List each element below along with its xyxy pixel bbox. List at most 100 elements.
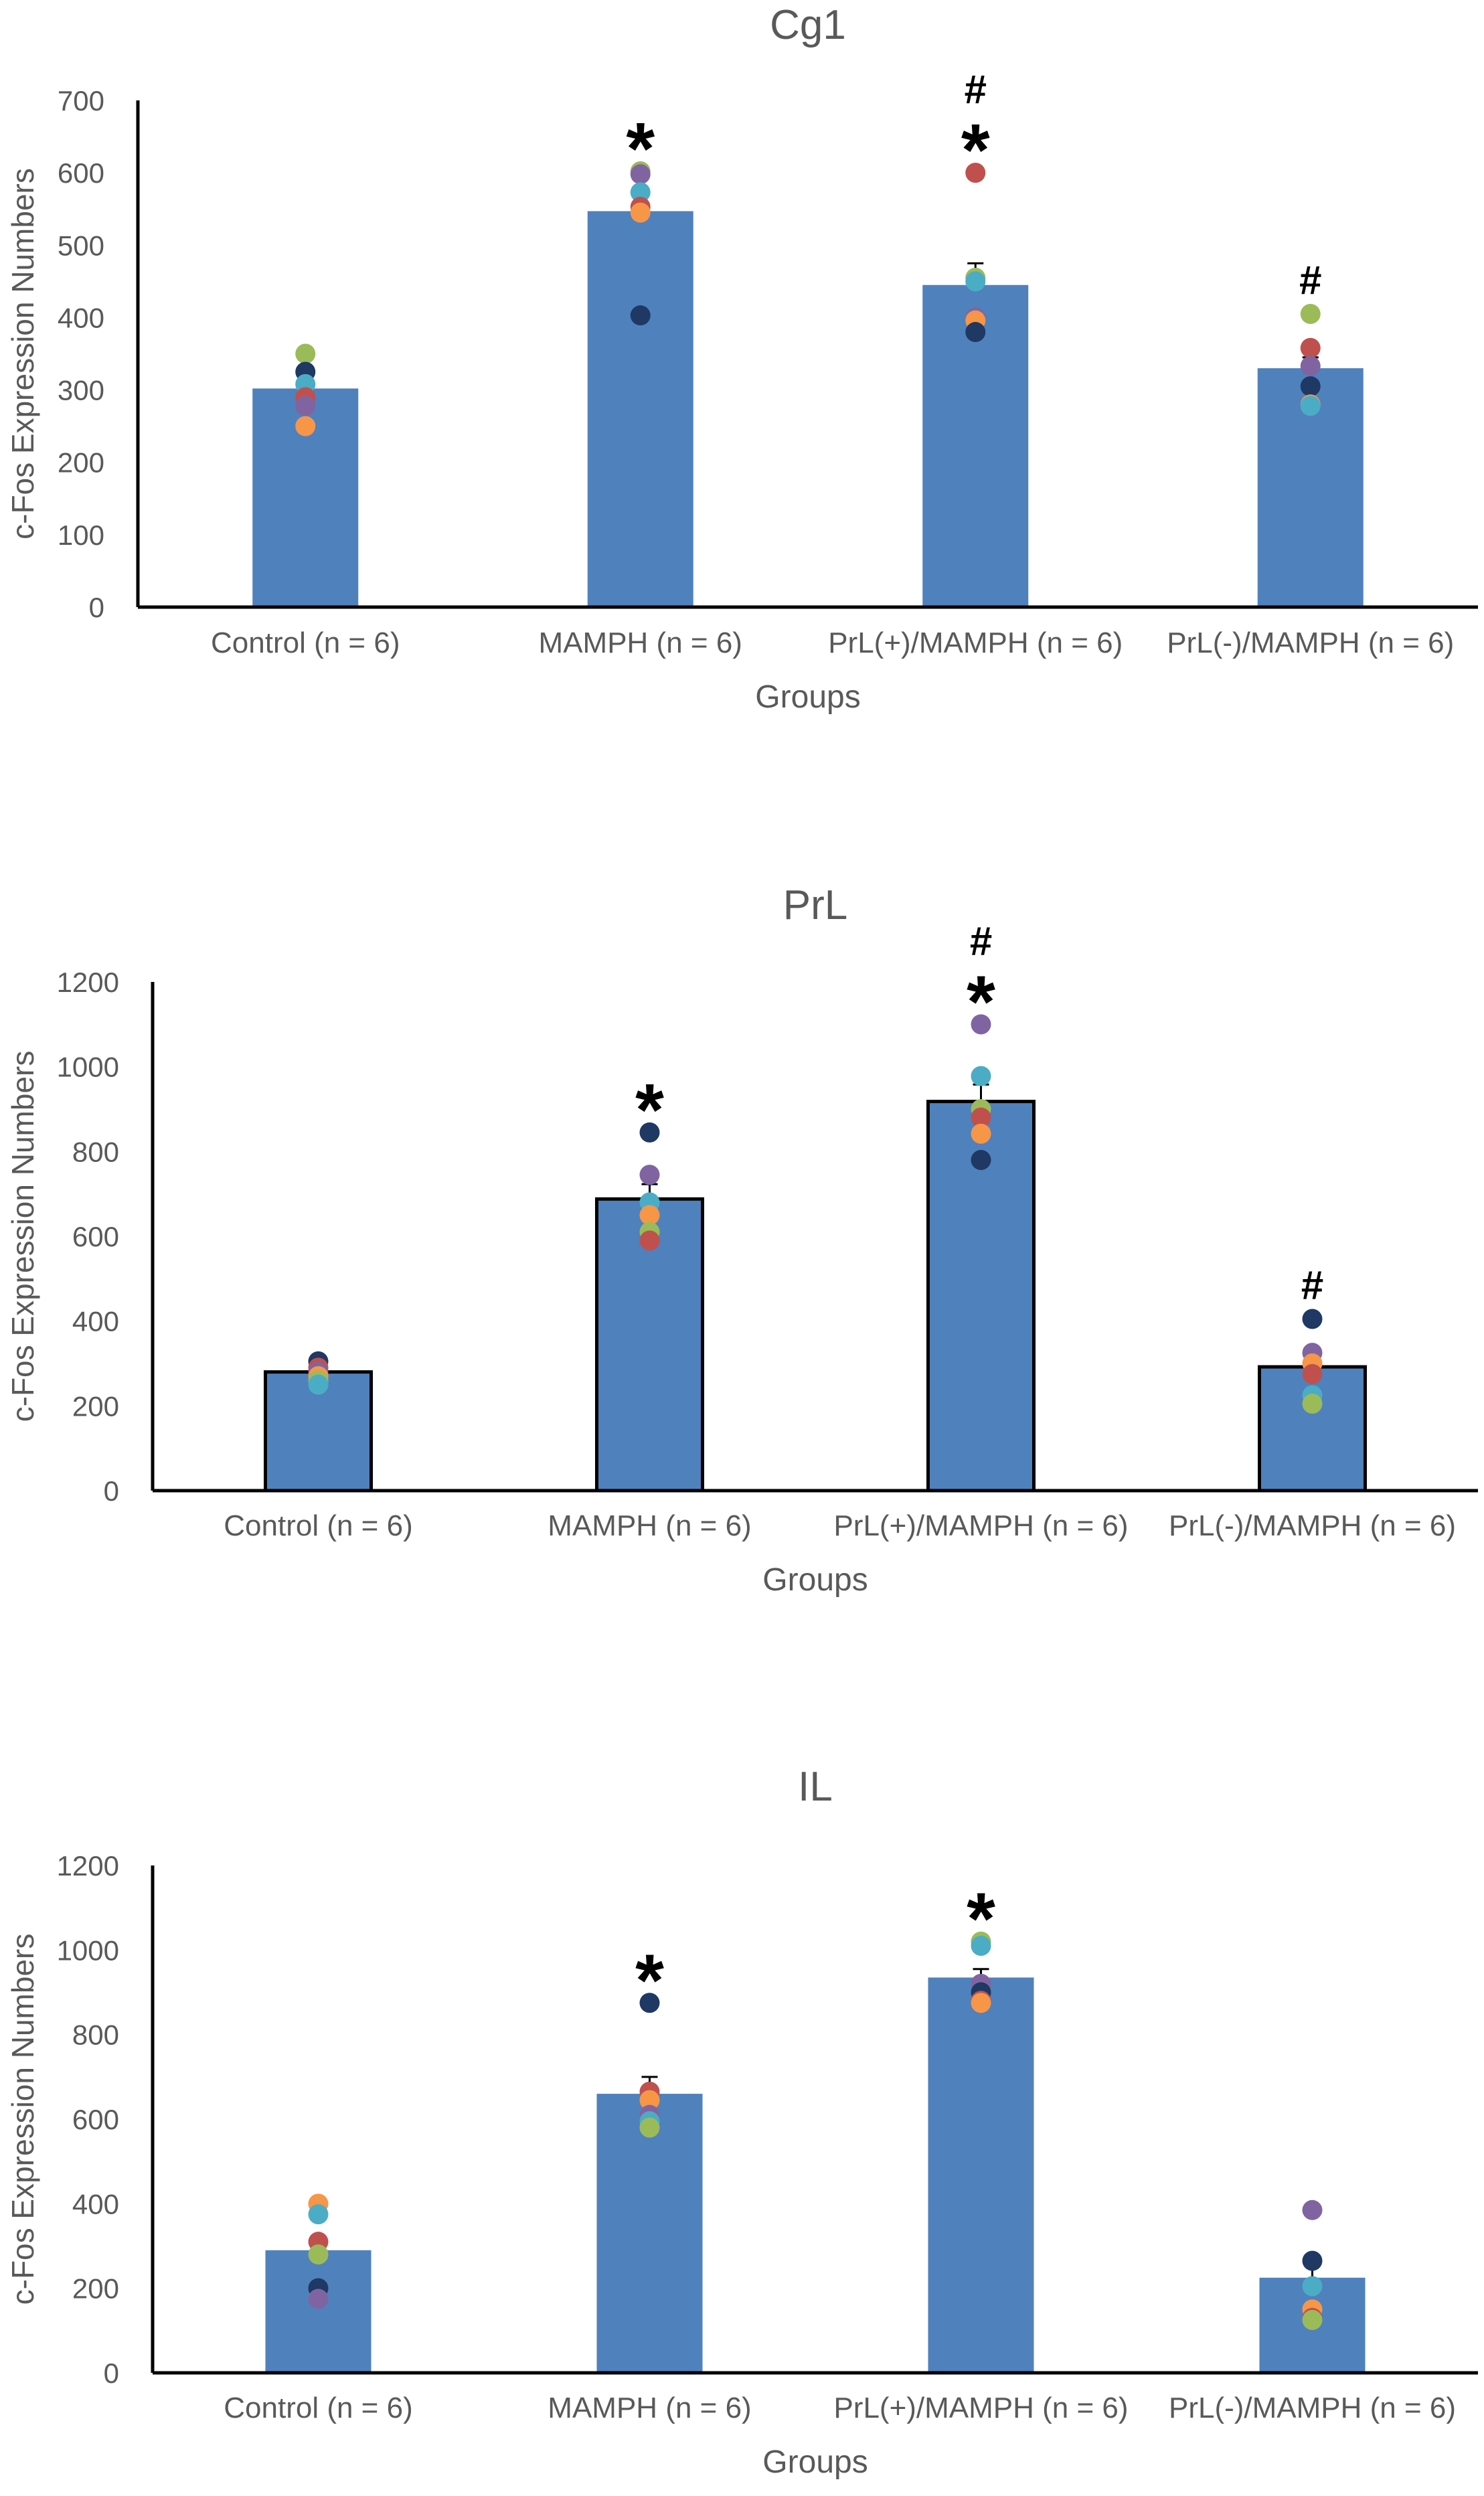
data-point [639, 2117, 660, 2138]
data-point [1302, 1394, 1323, 1414]
bar [596, 2094, 703, 2373]
bar [587, 211, 693, 607]
y-tick-label: 500 [58, 230, 104, 261]
y-tick-label: 200 [58, 447, 104, 479]
category-label: PrL(-)/MAMPH (n = 6) [1169, 1509, 1456, 1542]
significance-hash: # [1299, 258, 1321, 303]
data-point [639, 1993, 660, 2013]
y-tick-label: 600 [58, 157, 104, 189]
y-tick-label: 700 [58, 85, 104, 116]
data-point [630, 305, 651, 326]
y-tick-label: 1200 [57, 967, 119, 998]
data-point [308, 1374, 329, 1395]
data-point [630, 164, 651, 185]
data-point [1300, 355, 1321, 376]
data-point [971, 1936, 991, 1957]
significance-star: * [961, 109, 990, 191]
y-tick-label: 100 [58, 519, 104, 551]
y-tick-label: 0 [89, 592, 104, 623]
category-label: PrL(+)/MAMPH (n = 6) [828, 627, 1123, 659]
data-point [971, 1123, 991, 1144]
y-tick-label: 200 [72, 2273, 119, 2305]
y-axis-label: c-Fos Expression Numbers [5, 1051, 40, 1422]
data-point [639, 1122, 660, 1143]
significance-hash: # [1301, 1263, 1323, 1308]
data-point [1300, 337, 1321, 358]
significance-star: * [967, 1878, 995, 1961]
y-tick-label: 0 [104, 1475, 119, 1507]
chart-title: Cg1 [770, 2, 846, 48]
y-axis-label: c-Fos Expression Numbers [5, 1934, 40, 2305]
y-tick-label: 400 [58, 302, 104, 333]
data-point [639, 1205, 660, 1226]
category-label: MAMPH (n = 6) [539, 627, 742, 659]
significance-star: * [626, 108, 655, 190]
y-tick-label: 1200 [57, 1850, 119, 1882]
data-point [965, 271, 986, 292]
y-tick-label: 800 [72, 1136, 119, 1167]
significance-star: * [635, 1939, 664, 2021]
data-point [1302, 2276, 1323, 2297]
data-point [308, 2289, 329, 2309]
chart-cg1: Cg1 0 100 200 300 400 500 600 700 c-Fos Expressio… [5, 2, 1478, 715]
data-point [965, 163, 986, 183]
data-point [1302, 2199, 1323, 2220]
data-point [1300, 396, 1321, 416]
chart-title: PrL [783, 882, 847, 928]
category-label: Control (n = 6) [211, 627, 400, 659]
data-point [295, 416, 316, 436]
data-point [1302, 2310, 1323, 2331]
bar [265, 2250, 372, 2373]
chart-il: IL 0 200 400 600 800 1000 1200 c-Fos Expression … [5, 1764, 1478, 2480]
y-tick-label: 400 [72, 1306, 119, 1337]
data-point [971, 1993, 991, 2013]
data-point [971, 1066, 991, 1086]
data-point [1302, 1309, 1323, 1329]
y-tick-label: 300 [58, 375, 104, 406]
y-tick-label: 200 [72, 1390, 119, 1422]
x-axis-label: Groups [762, 1562, 868, 1598]
y-tick-label: 600 [72, 1221, 119, 1252]
data-point [295, 396, 316, 416]
category-label: PrL(+)/MAMPH (n = 6) [833, 2392, 1128, 2424]
data-point [639, 2090, 660, 2110]
data-point [965, 322, 986, 343]
bar [928, 1977, 1034, 2373]
category-label: PrL(+)/MAMPH (n = 6) [833, 1509, 1128, 1542]
data-point [639, 1230, 660, 1251]
significance-hash: # [970, 918, 992, 963]
category-label: Control (n = 6) [224, 2392, 412, 2424]
significance-hash: # [965, 67, 987, 112]
data-point [1302, 2250, 1323, 2271]
data-point [630, 202, 651, 223]
y-tick-label: 1000 [57, 1052, 119, 1083]
data-point [639, 1165, 660, 1185]
data-point [1300, 304, 1321, 325]
significance-star: * [967, 961, 995, 1043]
category-label: MAMPH (n = 6) [548, 1509, 751, 1542]
y-tick-label: 400 [72, 2188, 119, 2220]
data-point [971, 1150, 991, 1170]
x-axis-label: Groups [762, 2444, 868, 2480]
y-tick-label: 600 [72, 2104, 119, 2135]
data-point [971, 1014, 991, 1035]
data-point [630, 182, 651, 203]
y-axis-label: c-Fos Expression Numbers [5, 168, 40, 539]
data-point [308, 2204, 329, 2225]
data-point [308, 2244, 329, 2265]
data-point [971, 1107, 991, 1128]
category-label: PrL(-)/MAMPH (n = 6) [1169, 2392, 1456, 2424]
significance-star: * [635, 1069, 664, 1151]
y-tick-label: 1000 [57, 1934, 119, 1966]
chart-title: IL [798, 1764, 833, 1810]
data-point [1302, 1363, 1323, 1384]
category-label: MAMPH (n = 6) [548, 2392, 751, 2424]
data-point [1300, 376, 1321, 397]
y-tick-label: 0 [104, 2357, 119, 2389]
y-tick-label: 800 [72, 2019, 119, 2051]
category-label: PrL(-)/MAMPH (n = 6) [1167, 627, 1454, 659]
category-label: Control (n = 6) [224, 1509, 412, 1542]
chart-prl: PrL 0 200 400 600 800 1000 1200 c-Fos Expression… [5, 882, 1478, 1598]
data-point [295, 343, 316, 364]
